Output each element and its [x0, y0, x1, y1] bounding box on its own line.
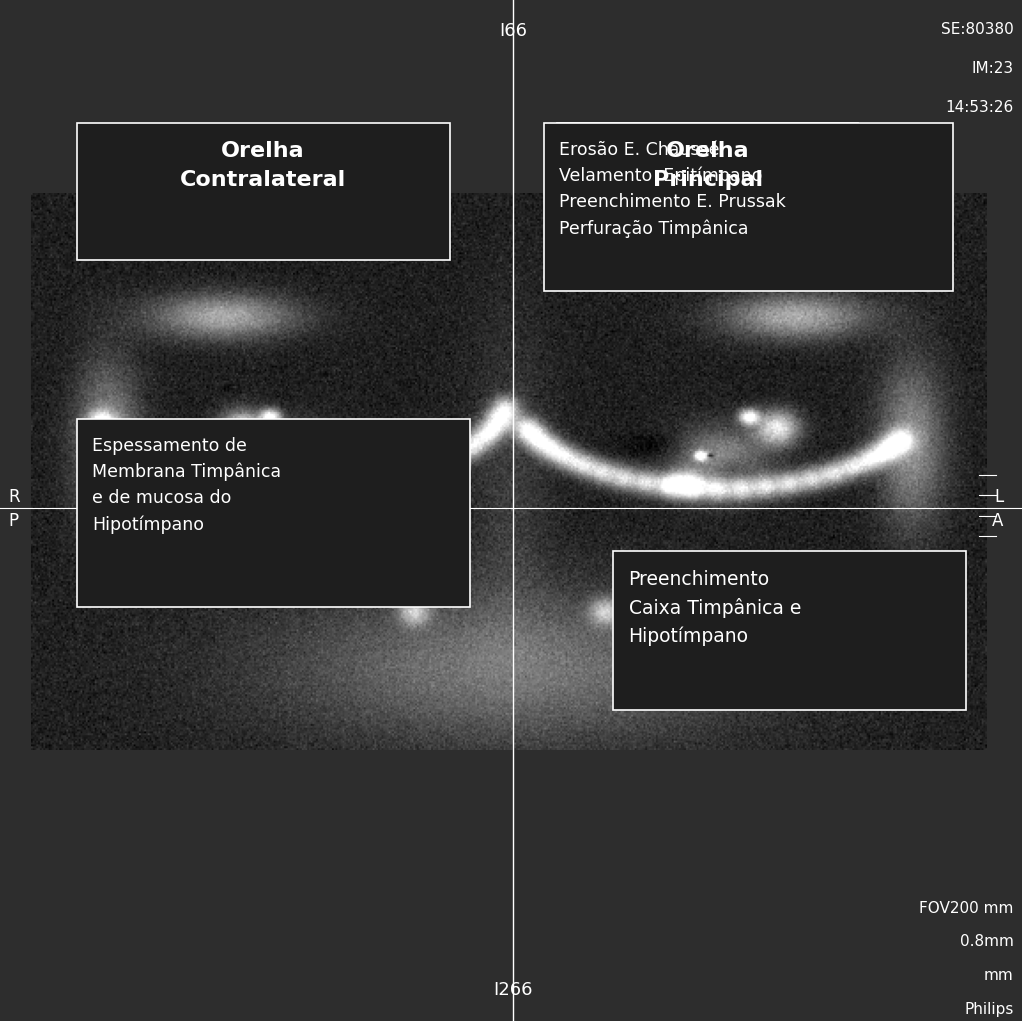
Text: 0.8mm: 0.8mm — [960, 934, 1014, 950]
Text: I266: I266 — [494, 980, 532, 999]
Text: P: P — [8, 512, 18, 530]
Bar — [77, 419, 470, 607]
Text: Preenchimento
Caixa Timpânica e
Hipotímpano: Preenchimento Caixa Timpânica e Hipotímp… — [629, 570, 801, 645]
Text: Orelha
Contralateral: Orelha Contralateral — [180, 141, 346, 190]
Text: FOV200 mm: FOV200 mm — [920, 901, 1014, 916]
Text: I66: I66 — [499, 22, 527, 41]
Bar — [557, 123, 858, 260]
Bar — [613, 551, 966, 710]
Text: SE:80380: SE:80380 — [941, 22, 1014, 38]
Text: A: A — [992, 512, 1004, 530]
Text: Orelha
Principal: Orelha Principal — [653, 141, 762, 190]
Text: Philips: Philips — [965, 1002, 1014, 1017]
Text: 14:53:26: 14:53:26 — [945, 100, 1014, 115]
Text: L: L — [994, 488, 1004, 506]
Text: mm: mm — [984, 968, 1014, 983]
Text: R: R — [8, 488, 19, 506]
Text: IM:23: IM:23 — [972, 61, 1014, 77]
Text: Espessamento de
Membrana Timpânica
e de mucosa do
Hipotímpano: Espessamento de Membrana Timpânica e de … — [92, 437, 281, 534]
Bar — [544, 123, 953, 291]
Text: Erosão E. Chaussé
Velamento  Epitímpano
Preenchimento E. Prussak
Perfuração Timp: Erosão E. Chaussé Velamento Epitímpano P… — [559, 141, 786, 238]
Bar — [77, 123, 450, 260]
